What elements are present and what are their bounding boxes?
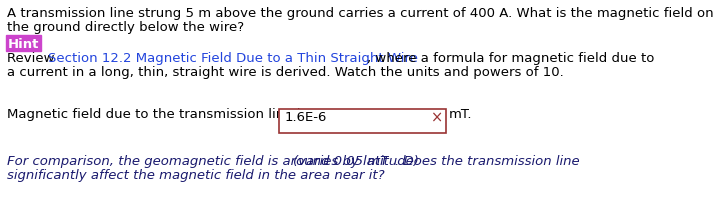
Text: Hint: Hint [7, 37, 39, 50]
Text: , where a formula for magnetic field due to: , where a formula for magnetic field due… [366, 52, 654, 65]
Text: mT.: mT. [449, 108, 472, 120]
Text: . Does the transmission line: . Does the transmission line [395, 154, 579, 167]
Text: a current in a long, thin, straight wire is derived. Watch the units and powers : a current in a long, thin, straight wire… [7, 66, 564, 79]
Text: (varies by latitude): (varies by latitude) [293, 154, 419, 167]
Text: For comparison, the geomagnetic field is around 0.05 mT: For comparison, the geomagnetic field is… [7, 154, 392, 167]
Text: Review: Review [7, 52, 59, 65]
Text: the ground directly below the wire?: the ground directly below the wire? [7, 21, 244, 34]
FancyBboxPatch shape [6, 36, 41, 52]
Text: 1.6E-6: 1.6E-6 [285, 110, 327, 123]
Text: ×: × [431, 110, 443, 125]
Text: Section 12.2 Magnetic Field Due to a Thin Straight Wire: Section 12.2 Magnetic Field Due to a Thi… [47, 52, 417, 65]
Text: Magnetic field due to the transmission line is: Magnetic field due to the transmission l… [7, 108, 312, 120]
Text: significantly affect the magnetic field in the area near it?: significantly affect the magnetic field … [7, 168, 384, 181]
FancyBboxPatch shape [279, 110, 445, 133]
Text: A transmission line strung 5 m above the ground carries a current of 400 A. What: A transmission line strung 5 m above the… [7, 7, 713, 20]
